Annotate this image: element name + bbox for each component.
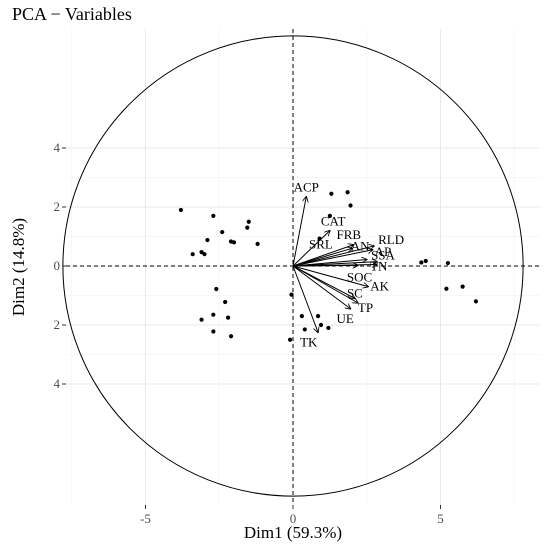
observation-point — [211, 213, 216, 218]
observation-point — [326, 325, 331, 331]
observation-point — [318, 322, 324, 328]
y-tick-label: 4 — [54, 140, 61, 155]
variable-label-ssa: SSA — [371, 248, 395, 263]
observation-point — [223, 299, 228, 305]
variable-label-acp: ACP — [294, 180, 319, 195]
variable-label-rld: RLD — [378, 232, 404, 247]
variable-label-tk: TK — [300, 334, 318, 349]
observation-point — [228, 334, 234, 339]
y-tick-label: 2 — [54, 199, 61, 214]
observation-point — [255, 241, 260, 246]
variable-arrow-cat — [292, 231, 330, 267]
variable-label-frb: FRB — [336, 227, 361, 242]
variable-arrow-ue — [292, 265, 351, 309]
variable-label-soc: SOC — [347, 269, 372, 284]
variable-label-sc: SC — [347, 285, 363, 300]
x-tick-label: -5 — [140, 511, 151, 526]
variable-arrow-ap — [292, 250, 373, 267]
observation-point — [348, 203, 353, 208]
observation-point — [178, 207, 183, 213]
observation-point — [205, 237, 210, 243]
major-gridlines — [66, 29, 540, 505]
observation-point — [460, 284, 465, 289]
chart-title: PCA − Variables — [12, 4, 132, 24]
observation-point — [289, 292, 294, 297]
observation-point — [211, 329, 216, 334]
observation-point — [246, 219, 251, 224]
variable-arrows — [292, 197, 377, 333]
variable-arrow-ak — [292, 265, 368, 287]
variable-label-ap: AP — [375, 244, 392, 259]
variable-arrow-rld — [292, 246, 374, 267]
observation-point — [315, 314, 321, 319]
variable-arrow-srl — [292, 248, 352, 267]
observation-point — [231, 240, 237, 245]
variable-label-cat: CAT — [321, 214, 346, 229]
observation-point — [423, 258, 428, 264]
observation-point — [287, 337, 293, 342]
observation-point — [444, 286, 449, 291]
x-axis-label: Dim1 (59.3%) — [244, 523, 342, 542]
x-axis-ticks: -5 0 5 — [140, 505, 444, 526]
observation-point — [473, 299, 478, 304]
observation-point — [445, 260, 450, 266]
variable-label-ak: AK — [370, 279, 389, 294]
minor-gridlines — [66, 29, 540, 505]
observation-point — [199, 250, 204, 255]
observation-point — [299, 314, 304, 319]
observation-point — [327, 213, 332, 218]
y-axis-label: Dim2 (14.8%) — [9, 218, 28, 316]
variable-arrow-soc — [292, 265, 358, 266]
variable-arrow-acp — [292, 197, 306, 267]
observation-point — [202, 252, 207, 257]
y-tick-label: 4 — [54, 376, 61, 391]
observation-point — [345, 190, 350, 195]
variable-label-tn: TN — [370, 259, 388, 274]
variable-arrow-tp — [292, 265, 358, 303]
observation-point — [419, 260, 424, 265]
x-tick-label: 0 — [290, 511, 297, 526]
observation-point — [211, 312, 216, 317]
observation-point — [220, 229, 225, 235]
observation-point — [302, 327, 307, 332]
variable-label-an: AN — [351, 239, 370, 254]
observation-point — [226, 315, 231, 320]
y-axis-ticks: 4 2 0 2 4 — [54, 140, 66, 391]
observation-point — [245, 225, 250, 230]
variable-label-srl: SRL — [309, 236, 333, 251]
observation-point — [199, 317, 204, 322]
observation-point — [329, 191, 334, 196]
variable-label-ue: UE — [337, 311, 354, 326]
observation-point — [214, 286, 219, 292]
observation-point — [190, 252, 195, 257]
variable-arrow-tk — [292, 265, 318, 332]
y-tick-label: 0 — [54, 258, 61, 273]
variable-label-tp: TP — [358, 300, 373, 315]
y-tick-label: 2 — [54, 317, 61, 332]
x-tick-label: 5 — [437, 511, 444, 526]
